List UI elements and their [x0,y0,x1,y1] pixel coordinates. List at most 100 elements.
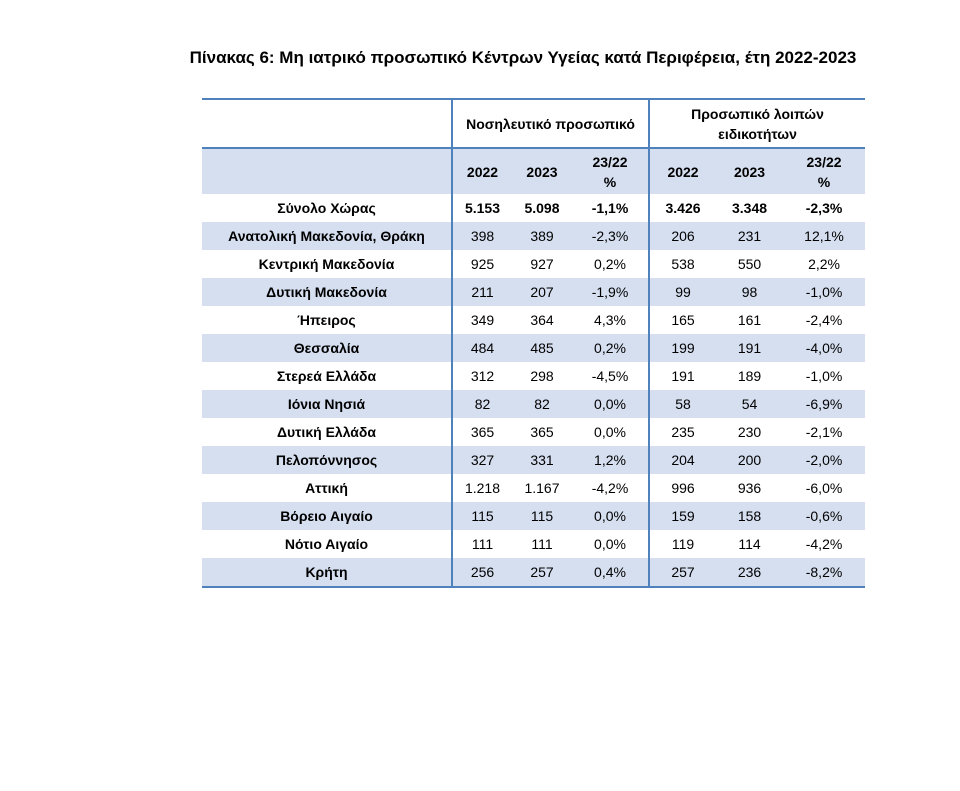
nursing-2022-cell: 256 [451,558,512,588]
nursing-2022-cell: 327 [451,446,512,474]
table-row: Ανατολική Μακεδονία, Θράκη 398 389 -2,3% 206… [202,222,866,250]
nursing-2023-cell: 257 [512,558,572,588]
nursing-2023-cell: 111 [531,536,553,552]
other-2023-cell: 230 [737,424,762,440]
other-change-cell: -1,0% [783,278,866,306]
nursing-2022-cell: 82 [451,390,512,418]
nursing-2023-cell: 389 [512,222,572,250]
nursing-change-cell: -1,9% [572,278,650,306]
other-2022-cell: 119 [648,530,717,558]
empty-subheader-cell [202,148,452,194]
total-row: Σύνολο Χώρας 5.153 5.098 -1,1% 3.426 3.348 -2,… [202,194,865,222]
nursing-change-cell: 0,0% [572,502,650,530]
other-change-cell: -6,0% [805,480,843,496]
nursing-2022-cell: 1.218 [451,474,512,502]
region-name: Κρήτη [202,558,452,588]
nursing-2022-cell: 398 [451,222,512,250]
nursing-change-cell: 0,0% [594,536,626,552]
other-change-cell: -2,1% [805,424,843,440]
nursing-change-cell: -4,2% [591,480,629,496]
region-name: Σύνολο Χώρας [277,200,376,216]
other-2022-cell: 191 [648,362,717,390]
nursing-change-cell: 0,0% [572,390,650,418]
region-name: Δυτική Μακεδονία [202,278,452,306]
subheader-row: 2022 2023 23/22% 2022 2023 23/22% [202,148,866,194]
nursing-2023-cell: 5.098 [524,200,560,216]
other-2022-cell: 165 [648,306,717,334]
other-2023-cell: 98 [716,278,784,306]
nursing-change-cell: -4,5% [591,368,629,384]
table-row: Ιόνια Νησιά 82 82 0,0% 58 54 -6,9% [202,390,866,418]
nursing-2022-cell: 115 [451,502,512,530]
region-name: Ανατολική Μακεδονία, Θράκη [202,222,452,250]
nursing-change-cell: -1,1% [591,200,629,216]
other-change-cell: -8,2% [783,558,866,588]
group-header-nursing: Νοσηλευτικό προσωπικό [450,98,650,149]
other-change-cell: 12,1% [783,222,866,250]
col-header-other-2022: 2022 [648,148,717,194]
nursing-2022-cell: 111 [451,530,512,558]
other-change-cell: -6,9% [783,390,866,418]
nursing-2022-cell: 925 [451,250,512,278]
empty-header-cell [202,98,452,149]
region-name: Κεντρική Μακεδονία [258,256,395,272]
nursing-2023-cell: 331 [512,446,572,474]
nursing-change-cell: 4,3% [594,312,626,328]
other-change-cell: 2,2% [808,256,840,272]
table-row: Θεσσαλία 484 485 0,2% 199 191 -4,0% [202,334,866,362]
nursing-2022-cell: 312 [451,362,512,390]
other-2022-cell: 99 [648,278,717,306]
other-2023-cell: 236 [716,558,784,588]
group-header-other: Προσωπικό λοιπών ειδικοτήτων [648,98,866,149]
region-name: Ιόνια Νησιά [202,390,452,418]
other-2023-cell: 114 [738,536,761,552]
table-row: Κρήτη 256 257 0,4% 257 236 -8,2% [202,558,866,588]
other-change-cell: -4,2% [805,536,843,552]
region-name: Νότιο Αιγαίο [284,536,369,552]
col-header-nursing-2023: 2023 [512,148,572,194]
nursing-2022-cell: 365 [451,418,512,446]
group-header-nursing-label: Νοσηλευτικό προσωπικό [466,115,635,132]
table-row: Δυτική Ελλάδα 365 365 0,0% 235 230 -2,1% [202,418,865,446]
other-2022-cell: 538 [648,250,717,278]
nursing-2022-cell: 349 [451,306,512,334]
nursing-2022-cell: 484 [451,334,512,362]
nursing-2023-cell: 207 [512,278,572,306]
other-2023-cell: 158 [716,502,784,530]
nursing-change-cell: -2,3% [572,222,650,250]
table-row: Δυτική Μακεδονία 211 207 -1,9% 99 98 -1,0% [202,278,866,306]
nursing-2023-cell: 1.167 [524,480,560,496]
col-header-change-line1: 23/22 [806,153,842,170]
nursing-change-cell: 0,2% [594,256,626,272]
table-title: Πίνακας 6: Μη ιατρικό προσωπικό Κέντρων … [189,48,857,67]
other-2023-cell: 936 [737,480,762,496]
group-header-row: Νοσηλευτικό προσωπικό Προσωπικό λοιπών ει… [202,98,866,149]
other-change-cell: -1,0% [805,368,843,384]
other-2022-cell: 199 [648,334,717,362]
region-name: Θεσσαλία [202,334,452,362]
region-name: Πελοπόννησος [202,446,452,474]
nursing-2023-cell: 365 [530,424,554,440]
col-header-change-line1: 23/22 [592,153,628,170]
nursing-change-cell: 1,2% [572,446,650,474]
nursing-2022-cell: 5.153 [451,194,512,222]
other-change-cell: -2,0% [783,446,866,474]
nursing-2023-cell: 298 [530,368,554,384]
table-row: Πελοπόννησος 327 331 1,2% 204 200 -2,0% [202,446,866,474]
other-2023-cell: 189 [737,368,762,384]
nursing-change-cell: 0,0% [594,424,626,440]
other-2022-cell: 58 [648,390,717,418]
nursing-2022-cell: 211 [451,278,512,306]
other-2023-cell: 54 [716,390,784,418]
other-change-cell: -0,6% [783,502,866,530]
other-2023-cell: 550 [737,256,762,272]
nursing-2023-cell: 82 [512,390,572,418]
other-change-cell: -2,3% [805,200,843,216]
nursing-2023-cell: 927 [530,256,554,272]
other-2023-cell: 3.348 [732,200,768,216]
col-header-change-line2: % [603,173,617,190]
nursing-2023-cell: 485 [512,334,572,362]
other-2022-cell: 206 [648,222,717,250]
other-2023-cell: 231 [716,222,784,250]
other-2023-cell: 200 [716,446,784,474]
